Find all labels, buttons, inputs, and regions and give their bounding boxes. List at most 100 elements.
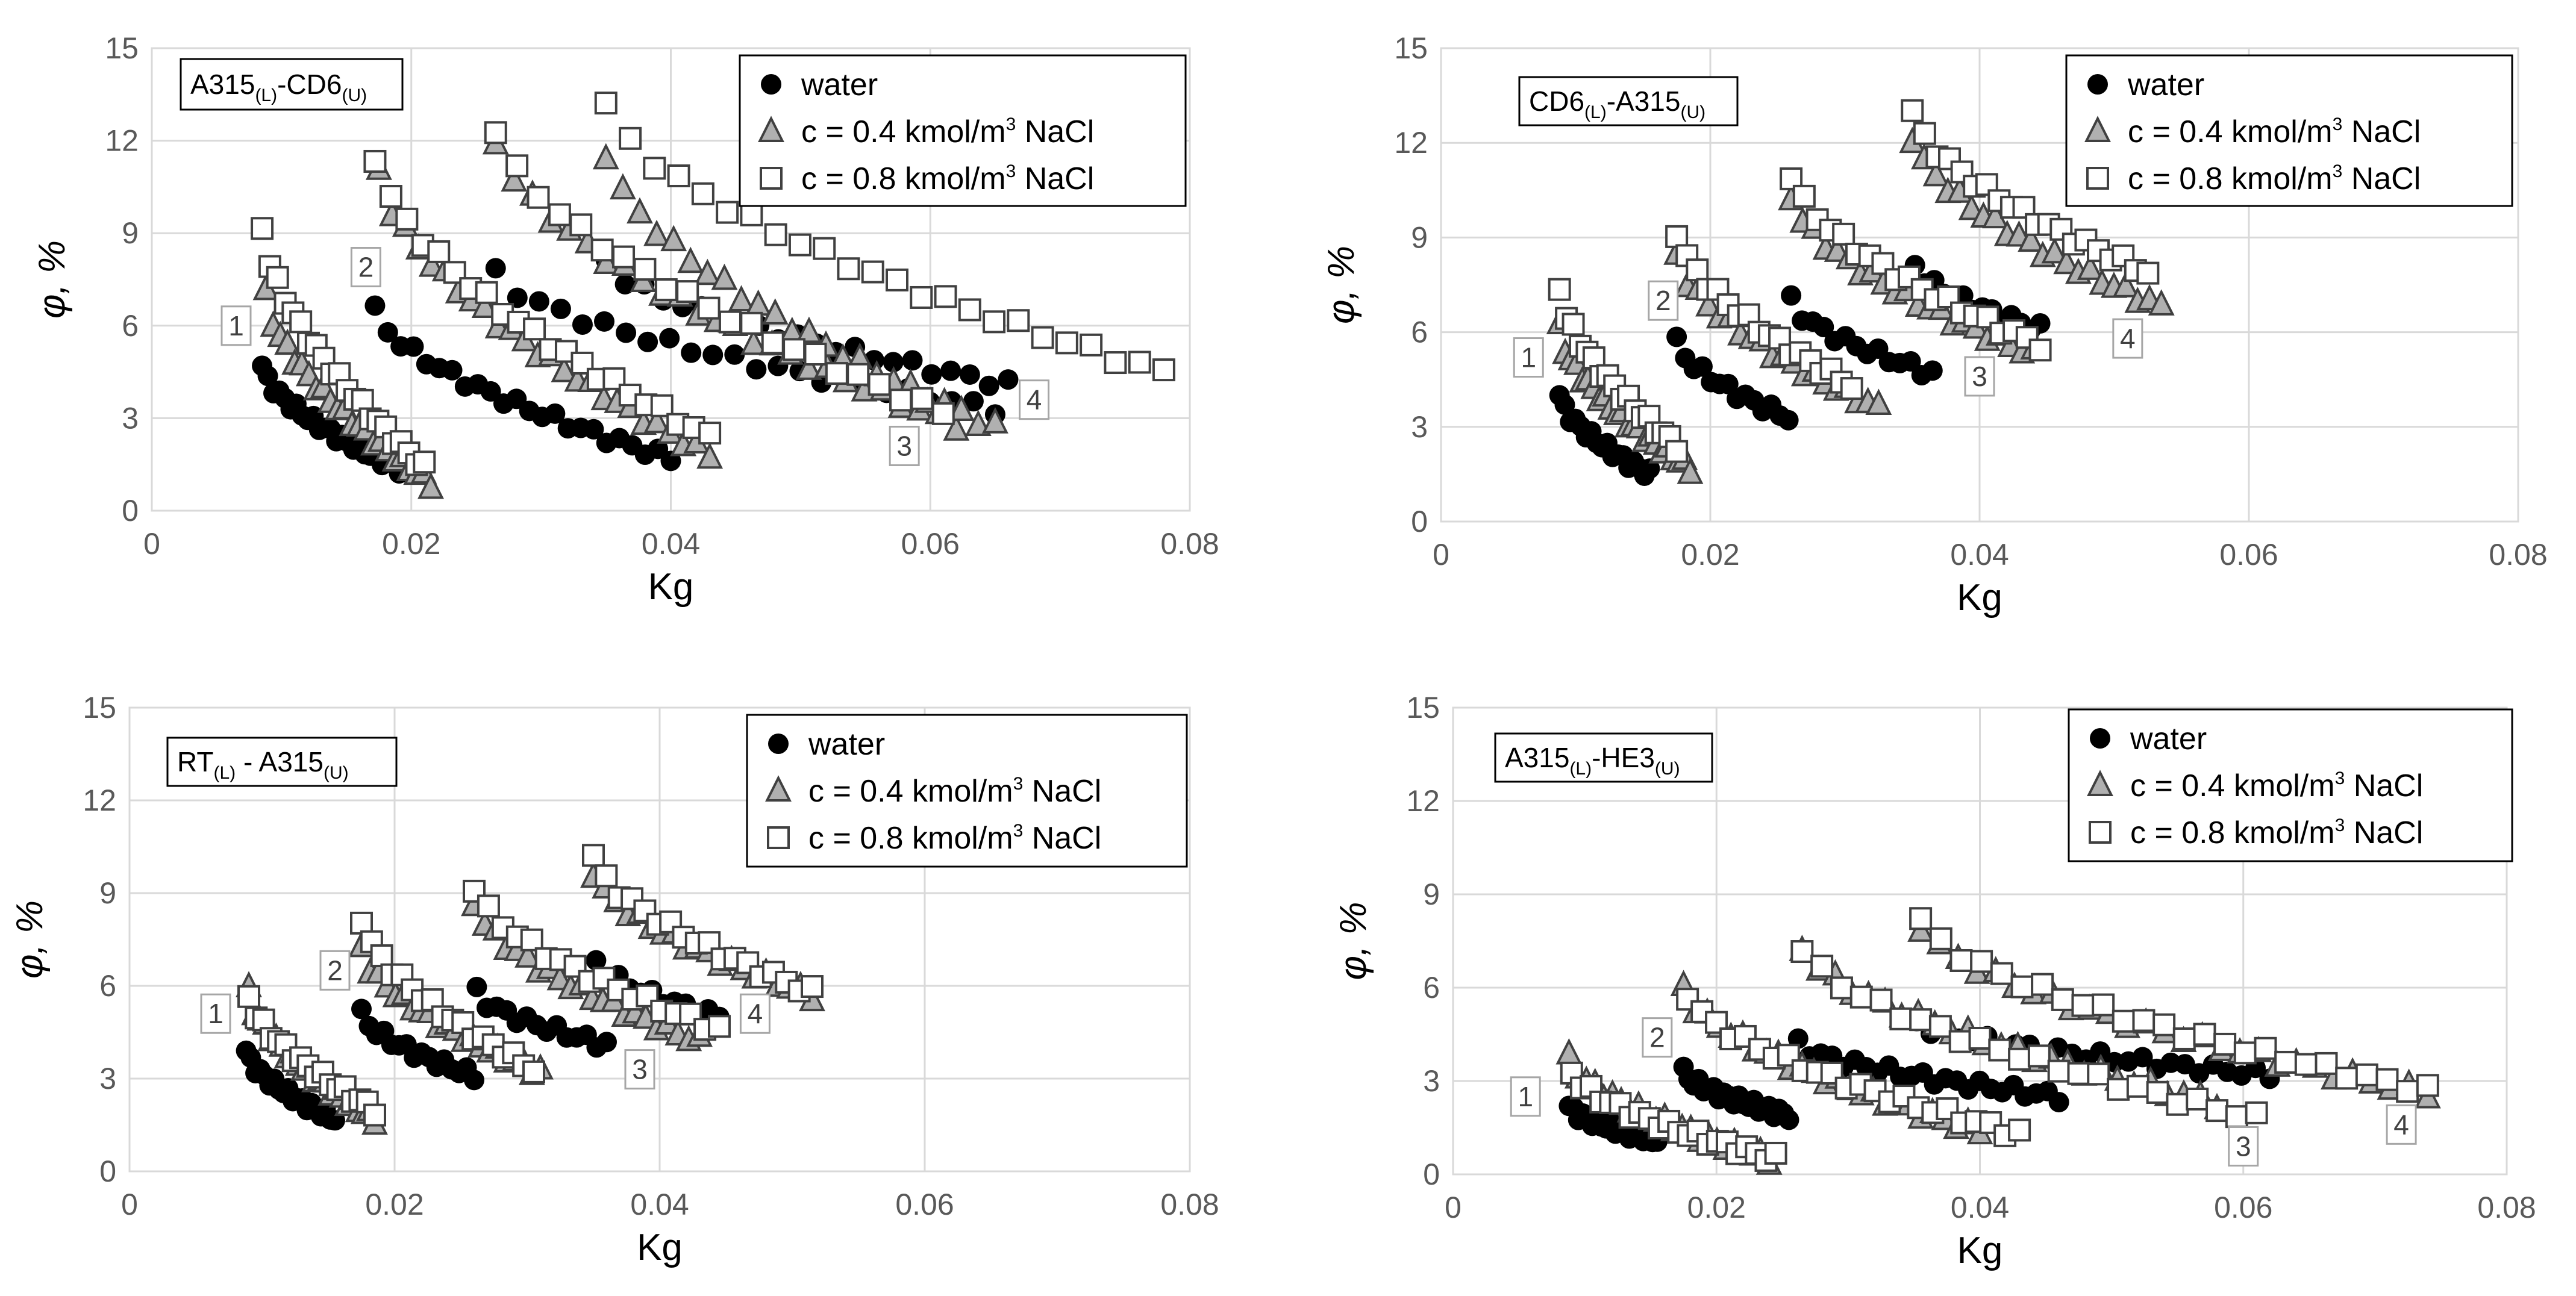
- data-point: [740, 311, 763, 335]
- data-point: [612, 245, 636, 269]
- group-label-4: 4: [1019, 379, 1050, 420]
- legend-marker-salt04: [758, 116, 784, 142]
- data-point: [783, 338, 806, 361]
- data-point: [837, 257, 860, 281]
- data-point: [1686, 258, 1709, 282]
- legend-label-water: water: [801, 67, 878, 102]
- data-point: [958, 298, 981, 322]
- x-tick-label: 0.06: [2214, 1191, 2272, 1224]
- y-tick-label: 6: [99, 969, 116, 1003]
- y-axis-label: φ, %: [31, 240, 73, 319]
- legend: water c = 0.4 kmol/m3 NaCl c = 0.8 kmol/m3…: [2065, 54, 2513, 207]
- data-point: [545, 403, 566, 424]
- data-point: [266, 266, 289, 289]
- x-tick-label: 0.08: [1160, 1188, 1219, 1221]
- data-point: [637, 331, 658, 352]
- data-point: [1813, 317, 1834, 338]
- data-point: [931, 402, 955, 425]
- data-point: [746, 359, 767, 380]
- group-label-box: [889, 425, 920, 466]
- group-label-box: [2228, 1126, 2259, 1167]
- legend-marker-salt04: [2087, 770, 2113, 796]
- group-label-box: [1513, 337, 1544, 378]
- y-tick-label: 9: [122, 216, 139, 250]
- data-point: [480, 381, 501, 402]
- x-axis-label: Kg: [1957, 577, 2002, 618]
- legend-marker-water: [2087, 74, 2108, 95]
- y-tick-label: 12: [1406, 784, 1440, 818]
- y-tick-label: 9: [1423, 877, 1440, 911]
- data-point: [1913, 122, 1936, 145]
- data-point: [2067, 1062, 2090, 1085]
- data-point: [2396, 1080, 2419, 1103]
- data-point: [2051, 988, 2074, 1011]
- legend-label-water: water: [2130, 721, 2207, 756]
- data-point: [1889, 1007, 1913, 1030]
- data-point: [520, 928, 543, 952]
- data-point: [427, 240, 451, 263]
- data-point: [528, 291, 549, 312]
- data-point: [506, 388, 527, 410]
- y-tick-label: 3: [1411, 410, 1428, 444]
- x-axis-label: Kg: [648, 566, 694, 608]
- data-point: [1922, 360, 1943, 381]
- data-point: [921, 364, 942, 385]
- data-point: [1869, 988, 1893, 1012]
- data-point: [2132, 1009, 2156, 1032]
- data-point: [2107, 1077, 2130, 1101]
- group-label-text: 1: [228, 310, 244, 341]
- group-label-box: [2112, 318, 2143, 359]
- data-point: [475, 281, 498, 304]
- data-point: [1152, 358, 1175, 382]
- panel-title: A315(L)-HE3(U): [1494, 732, 1713, 783]
- x-axis-label: Kg: [637, 1227, 683, 1268]
- data-point: [697, 296, 721, 320]
- data-point: [1031, 326, 1054, 349]
- group-label-text: 1: [1518, 1081, 1533, 1112]
- group-label-box: [220, 305, 252, 346]
- plot-area: [151, 47, 1191, 512]
- data-point: [1922, 160, 1949, 187]
- panel-title: RT(L) - A315(U): [166, 737, 398, 787]
- data-point: [1666, 326, 1687, 347]
- data-point: [507, 287, 528, 308]
- data-point: [2375, 1068, 2399, 1091]
- data-point: [2166, 1092, 2189, 1116]
- data-point: [825, 362, 848, 385]
- data-point: [740, 203, 763, 226]
- group-label-1: 1: [1513, 337, 1544, 378]
- data-point: [2048, 1092, 2069, 1113]
- data-point: [609, 173, 636, 200]
- data-point: [2416, 1074, 2439, 1097]
- group-label-box: [1019, 379, 1050, 420]
- data-point: [2225, 1105, 2248, 1129]
- data-point: [761, 298, 789, 325]
- y-axis-label: φ, %: [1321, 246, 1362, 324]
- data-point: [940, 360, 961, 381]
- data-point: [883, 352, 904, 373]
- legend-box: [2068, 708, 2513, 862]
- y-tick-label: 15: [83, 691, 116, 724]
- data-point: [708, 1015, 731, 1038]
- data-point: [274, 328, 301, 355]
- data-point: [2092, 993, 2115, 1017]
- legend-marker-salt08: [2086, 167, 2109, 190]
- data-point: [594, 311, 615, 332]
- data-point: [1909, 907, 1933, 930]
- data-point: [548, 203, 571, 226]
- data-point: [593, 248, 620, 274]
- data-point: [643, 407, 671, 434]
- group-label-box: [1964, 356, 1995, 397]
- data-point: [2213, 1032, 2237, 1056]
- data-point: [2132, 1047, 2153, 1068]
- data-point: [740, 328, 767, 355]
- data-point: [1990, 962, 2013, 985]
- data-point: [964, 410, 992, 437]
- data-point: [2087, 1062, 2110, 1086]
- data-point: [681, 342, 702, 363]
- legend-box: [746, 714, 1188, 868]
- data-point: [795, 316, 822, 343]
- data-point: [978, 375, 999, 396]
- data-point: [801, 975, 824, 998]
